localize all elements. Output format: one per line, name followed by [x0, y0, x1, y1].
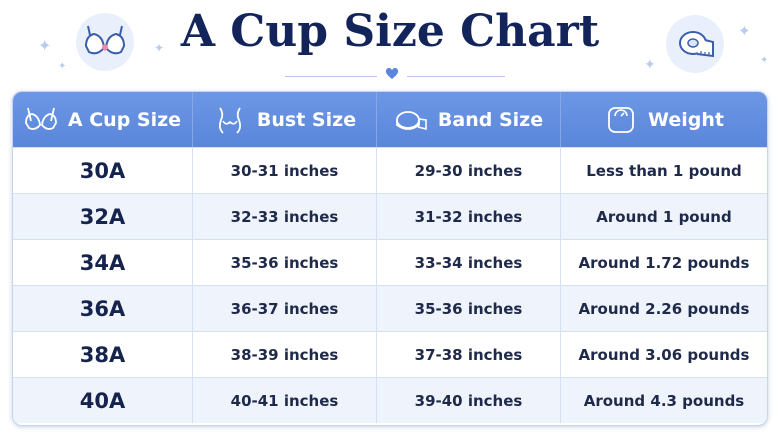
- band-size-cell: 31-32 inches: [377, 194, 561, 239]
- table-row: 36A 36-37 inches 35-36 inches Around 2.2…: [13, 285, 767, 331]
- cup-size-cell: 38A: [13, 332, 193, 377]
- band-size-cell: 35-36 inches: [377, 286, 561, 331]
- sparkle-icon: ✦: [760, 55, 769, 66]
- table-row: 30A 30-31 inches 29-30 inches Less than …: [13, 147, 767, 193]
- weight-cell: Around 1.72 pounds: [578, 253, 750, 272]
- bust-size-cell: 36-37 inches: [193, 286, 377, 331]
- table-row: 34A 35-36 inches 33-34 inches Around 1.7…: [13, 239, 767, 285]
- bust-size-cell: 35-36 inches: [193, 240, 377, 285]
- cup-size-cell: 30A: [13, 148, 193, 193]
- cup-size-cell: 32A: [13, 194, 193, 239]
- size-table: A Cup Size Bust Size Band Size: [12, 91, 768, 426]
- weight-cell: Around 1 pound: [596, 207, 732, 226]
- column-header-weight: Weight: [561, 92, 767, 147]
- heart-icon: [385, 67, 399, 79]
- sparkle-icon: ✦: [644, 57, 656, 73]
- column-header-label: Bust Size: [256, 108, 357, 131]
- cup-size-cell: 36A: [13, 286, 193, 331]
- column-header-band: Band Size: [377, 92, 561, 147]
- bust-size-cell: 30-31 inches: [193, 148, 377, 193]
- torso-icon: [213, 105, 247, 135]
- scale-icon: [604, 105, 638, 135]
- weight-cell: Around 4.3 pounds: [583, 391, 745, 410]
- sparkle-icon: ✦: [738, 22, 751, 40]
- band-size-cell: 39-40 inches: [377, 378, 561, 423]
- column-header-label: Band Size: [437, 108, 544, 131]
- bra-icon: [24, 105, 58, 135]
- bra-icon: [76, 13, 134, 71]
- column-header-bust: Bust Size: [193, 92, 377, 147]
- measuring-tape-icon: [666, 15, 724, 73]
- cup-size-cell: 40A: [13, 378, 193, 423]
- column-header-label: A Cup Size: [67, 108, 182, 131]
- cup-size-cell: 34A: [13, 240, 193, 285]
- page-title: A Cup Size Chart: [180, 6, 600, 57]
- column-header-cup: A Cup Size: [13, 92, 193, 147]
- sparkle-icon: ✦: [154, 41, 165, 55]
- divider-left: [285, 76, 377, 77]
- table-row: 38A 38-39 inches 37-38 inches Around 3.0…: [13, 331, 767, 377]
- table-row: 40A 40-41 inches 39-40 inches Around 4.3…: [13, 377, 767, 423]
- band-size-cell: 29-30 inches: [377, 148, 561, 193]
- band-size-cell: 37-38 inches: [377, 332, 561, 377]
- sparkle-icon: ✦: [38, 36, 52, 55]
- measuring-tape-icon: [394, 105, 428, 135]
- bust-size-cell: 32-33 inches: [193, 194, 377, 239]
- table-row: 32A 32-33 inches 31-32 inches Around 1 p…: [13, 193, 767, 239]
- bust-size-cell: 38-39 inches: [193, 332, 377, 377]
- divider-right: [407, 76, 505, 77]
- sparkle-icon: ✦: [58, 61, 67, 72]
- column-header-label: Weight: [648, 108, 724, 131]
- weight-cell: Around 2.26 pounds: [578, 299, 750, 318]
- weight-cell: Around 3.06 pounds: [578, 345, 750, 364]
- bust-size-cell: 40-41 inches: [193, 378, 377, 423]
- table-header-row: A Cup Size Bust Size Band Size: [13, 92, 767, 147]
- weight-cell: Less than 1 pound: [586, 161, 742, 180]
- band-size-cell: 33-34 inches: [377, 240, 561, 285]
